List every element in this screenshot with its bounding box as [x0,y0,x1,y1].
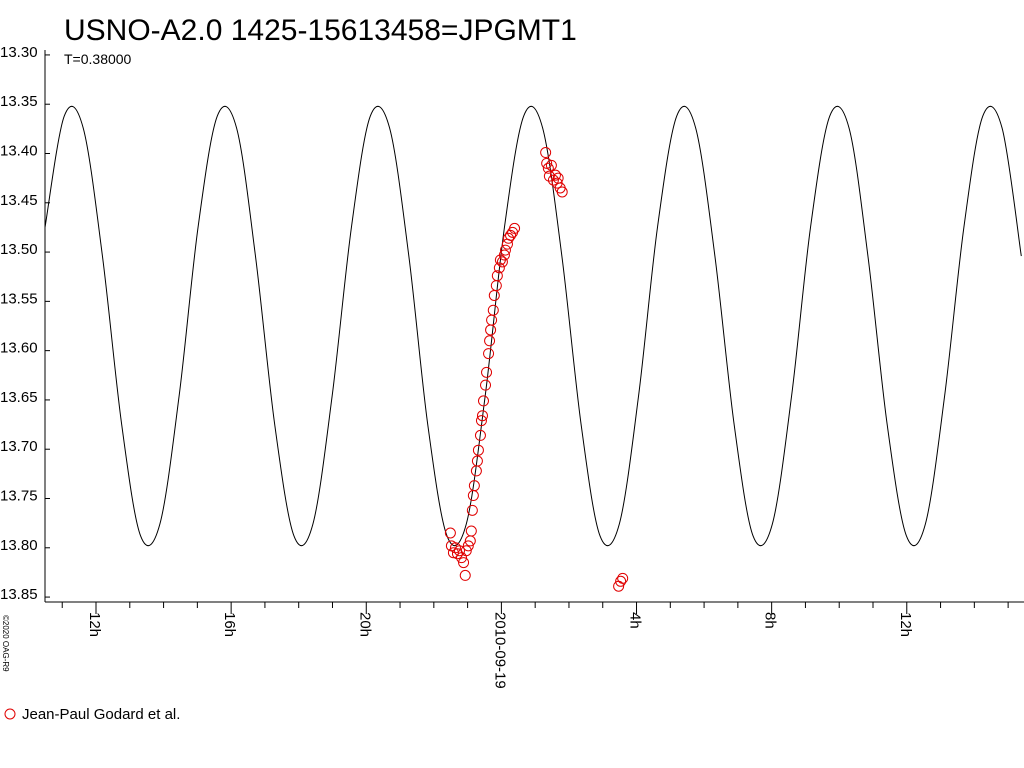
data-point [444,527,456,539]
y-tick-label: 13.60 [0,340,38,357]
y-tick-label: 13.70 [0,438,38,455]
data-point [496,256,508,268]
x-tick-label: 2010-09-19 [491,612,508,689]
data-point [615,575,627,587]
data-point [468,480,480,492]
y-tick-label: 13.75 [0,488,38,505]
data-point [483,348,495,360]
data-point [474,429,486,441]
data-point [471,455,483,467]
y-tick-label: 13.85 [0,586,38,603]
data-point [505,229,517,241]
x-tick-label: 12h [86,612,103,637]
data-point [487,304,499,316]
data-point [488,289,500,301]
y-tick-label: 13.50 [0,241,38,258]
data-point [477,395,489,407]
data-point [475,415,487,427]
data-point [547,174,559,186]
data-point [458,557,470,569]
legend-marker [4,708,16,720]
data-point [480,379,492,391]
y-tick-label: 13.80 [0,537,38,554]
data-point [540,147,552,159]
data-point [509,222,521,234]
data-point [459,569,471,581]
x-tick-label: 4h [627,612,644,629]
y-tick-label: 13.30 [0,44,38,61]
y-tick-label: 13.40 [0,143,38,160]
credit: ©2020 OAG-R9 [1,615,10,672]
model-curve [45,105,1022,547]
data-point [502,232,514,244]
data-point [542,162,554,174]
data-point [460,545,472,557]
data-point [543,170,555,182]
data-point [493,262,505,274]
data-point [485,324,497,336]
y-tick-label: 13.65 [0,389,38,406]
data-point [545,159,557,171]
data-point [556,186,568,198]
y-tick-label: 13.35 [0,93,38,110]
y-tick-label: 13.55 [0,290,38,307]
data-point [472,444,484,456]
y-tick-label: 13.45 [0,192,38,209]
data-point [549,169,561,181]
data-point [447,547,459,559]
data-point [462,540,474,552]
data-point [499,244,511,256]
data-point [491,270,503,282]
chart-subtitle: T=0.38000 [64,51,132,67]
data-point [481,366,493,378]
data-point [498,249,510,261]
data-point [541,157,553,169]
data-point [465,525,477,537]
plot-area [45,105,1022,592]
data-point [484,335,496,347]
x-tick-label: 12h [897,612,914,637]
data-point [466,504,478,516]
x-tick-label: 8h [762,612,779,629]
legend-label: Jean-Paul Godard et al. [22,706,180,723]
data-point [486,314,498,326]
data-point [467,490,479,502]
data-point [454,545,466,557]
x-tick-label: 16h [221,612,238,637]
data-point [476,410,488,422]
chart-title: USNO-A2.0 1425-15613458=JPGMT1 [64,14,577,47]
x-tick-label: 20h [356,612,373,637]
data-point [490,280,502,292]
data-point [617,572,629,584]
